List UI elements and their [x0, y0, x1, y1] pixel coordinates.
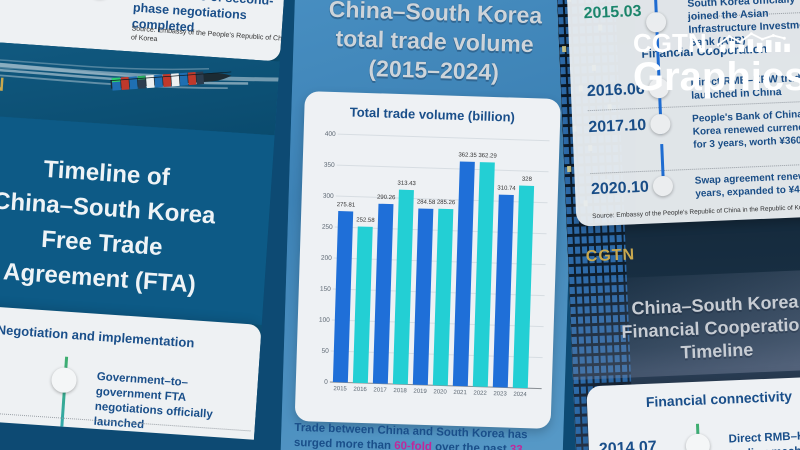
svg-text:2020: 2020: [433, 389, 447, 395]
svg-text:275.81: 275.81: [337, 202, 356, 209]
svg-text:252.58: 252.58: [356, 217, 375, 224]
svg-text:290.26: 290.26: [377, 195, 396, 202]
svg-text:313.43: 313.43: [397, 181, 416, 188]
svg-text:2023: 2023: [493, 391, 507, 397]
svg-text:200: 200: [321, 255, 332, 262]
svg-text:2019: 2019: [413, 389, 427, 395]
svg-text:2015: 2015: [333, 386, 347, 392]
svg-text:2017: 2017: [373, 387, 387, 393]
svg-text:2022: 2022: [473, 390, 487, 396]
svg-text:284.58: 284.58: [417, 199, 436, 206]
svg-text:2018: 2018: [393, 388, 407, 394]
svg-text:2016: 2016: [353, 387, 367, 393]
svg-text:50: 50: [321, 348, 329, 355]
svg-text:362.35: 362.35: [458, 152, 477, 159]
svg-text:150: 150: [320, 286, 331, 293]
svg-text:400: 400: [325, 131, 336, 138]
svg-text:285.26: 285.26: [437, 200, 456, 207]
svg-text:2024: 2024: [513, 392, 527, 398]
svg-text:100: 100: [319, 317, 330, 324]
svg-text:2021: 2021: [453, 390, 467, 396]
svg-text:362.29: 362.29: [478, 153, 497, 160]
svg-text:350: 350: [324, 162, 335, 169]
svg-text:250: 250: [322, 224, 333, 231]
svg-text:328: 328: [522, 177, 533, 183]
svg-text:300: 300: [323, 193, 334, 200]
svg-text:310.74: 310.74: [497, 186, 516, 193]
svg-text:0: 0: [324, 379, 328, 386]
